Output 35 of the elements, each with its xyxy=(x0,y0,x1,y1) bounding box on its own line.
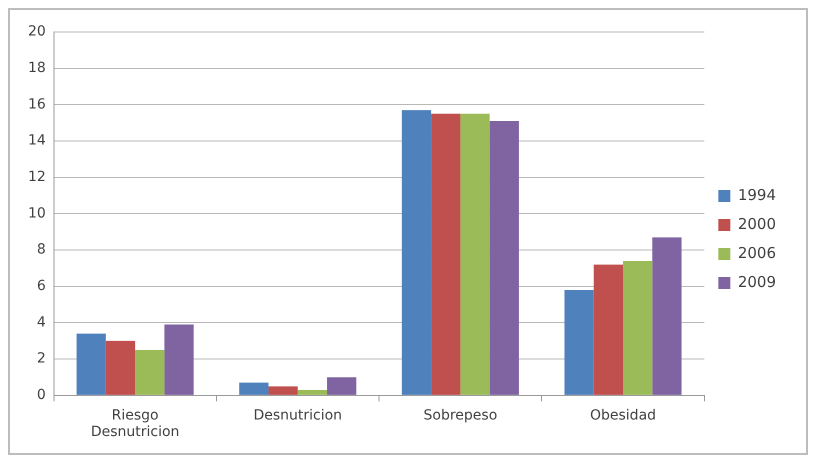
y-tick-label: 8 xyxy=(36,242,46,258)
y-tick-label: 10 xyxy=(28,205,46,222)
bar xyxy=(564,290,594,395)
bar xyxy=(431,114,460,395)
bar xyxy=(402,110,432,395)
y-tick-label: 0 xyxy=(36,387,46,404)
bar xyxy=(106,340,136,395)
y-tick-label: 4 xyxy=(36,314,46,330)
bar xyxy=(239,382,268,395)
bar xyxy=(164,324,194,395)
legend-label: 2009 xyxy=(738,272,776,291)
bar xyxy=(623,260,652,395)
bar xyxy=(76,334,106,395)
x-tick-label: Riesgo Desnutricion xyxy=(90,407,180,440)
legend-label: 2000 xyxy=(738,214,776,233)
y-tick-label: 16 xyxy=(28,96,46,112)
legend-label: 2006 xyxy=(738,244,776,262)
bar xyxy=(268,386,298,395)
x-tick-label: Sobrepeso xyxy=(424,407,498,424)
bar xyxy=(490,121,519,395)
bar xyxy=(298,390,328,395)
x-tick-label: Obesidad xyxy=(590,407,656,424)
bar xyxy=(135,350,164,395)
x-tick-label: Desnutricion xyxy=(253,407,342,424)
y-tick-label: 6 xyxy=(36,278,46,294)
bar xyxy=(327,377,356,395)
bar xyxy=(652,237,682,395)
y-tick-label: 2 xyxy=(36,350,46,367)
y-tick-label: 20 xyxy=(28,24,46,40)
legend-label: 1994 xyxy=(738,186,776,204)
bar xyxy=(594,264,624,395)
bar xyxy=(460,114,490,395)
y-tick-label: 14 xyxy=(28,132,46,149)
y-tick-label: 18 xyxy=(28,60,46,76)
y-tick-label: 12 xyxy=(28,169,46,185)
